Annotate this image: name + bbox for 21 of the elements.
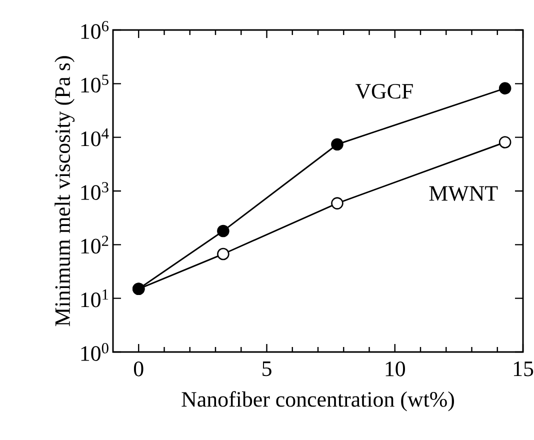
point	[217, 248, 230, 260]
legend-label: MWNT	[429, 186, 498, 201]
point	[331, 197, 344, 210]
y-tick-label: 10$^{5}$	[81, 74, 108, 93]
y-tick-label: 10$^{4}$	[81, 128, 109, 146]
y-axis-title: Minimum melt viscosity (Pa s)	[54, 56, 75, 326]
series-label: VGCF	[355, 84, 413, 99]
y-tick-label: 10$^{3}$	[81, 182, 108, 200]
point	[498, 82, 512, 94]
x-tick-label: 15	[514, 362, 534, 376]
point	[331, 138, 344, 150]
x-tick-label: 5	[262, 362, 272, 376]
y-tick-label: 10$^{6}$	[81, 21, 109, 39]
y-tick-label: 10$^{0}$	[81, 343, 108, 361]
x-tick-label: 10	[386, 362, 406, 376]
x-tick-label: 0	[134, 362, 144, 376]
point	[217, 224, 230, 238]
y-tick-label: 10$^{2}$	[81, 236, 108, 254]
x-axis-title: Nanofiber concentration (wt%)	[182, 391, 454, 412]
point	[498, 136, 512, 148]
y-tick-label: 10$^{1}$	[81, 289, 108, 308]
